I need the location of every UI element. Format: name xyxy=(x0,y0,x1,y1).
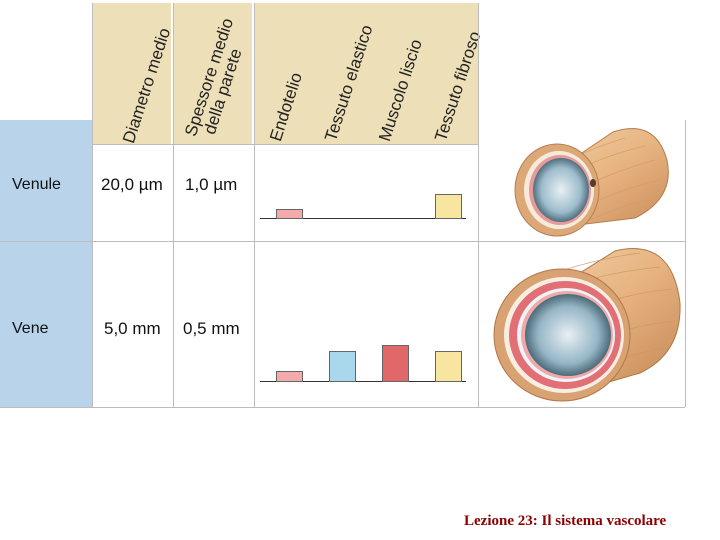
venule-tissue-baseline xyxy=(260,218,466,219)
header-bottom-border xyxy=(92,144,479,145)
footer-lecture-title: Lezione 23: Il sistema vascolare xyxy=(464,513,667,529)
vene-wall-thickness: 0,5 mm xyxy=(183,319,240,338)
column-divider xyxy=(173,3,174,407)
vene-endothelium-bar xyxy=(276,371,303,382)
row-divider xyxy=(0,241,685,242)
venule-wall-thickness: 1,0 µm xyxy=(185,175,238,194)
vene-smooth-muscle-bar xyxy=(382,345,409,382)
venule-fibrous-bar xyxy=(435,194,462,219)
vene-elastic-bar xyxy=(329,351,356,382)
vein-illustration xyxy=(493,248,681,402)
row-label-venule: Venule xyxy=(12,176,61,193)
header-cell-diameter xyxy=(93,3,171,144)
vene-fibrous-bar xyxy=(435,351,462,382)
column-divider xyxy=(254,3,255,407)
column-divider xyxy=(92,3,93,407)
header-cell-wall xyxy=(174,3,252,144)
vene-tissue-baseline xyxy=(260,381,466,382)
column-divider xyxy=(478,3,479,407)
venule-diameter: 20,0 µm xyxy=(101,175,163,194)
column-divider xyxy=(685,120,686,407)
header-cell-tissues xyxy=(255,3,478,144)
row-label-vene: Vene xyxy=(12,320,49,337)
row-label-cell-vene xyxy=(0,242,92,407)
row-label-cell-venule xyxy=(0,120,92,241)
table-bottom-border xyxy=(0,407,685,408)
venule-endothelium-bar xyxy=(276,209,303,219)
vene-diameter: 5,0 mm xyxy=(104,319,161,338)
venule-illustration xyxy=(514,128,669,237)
